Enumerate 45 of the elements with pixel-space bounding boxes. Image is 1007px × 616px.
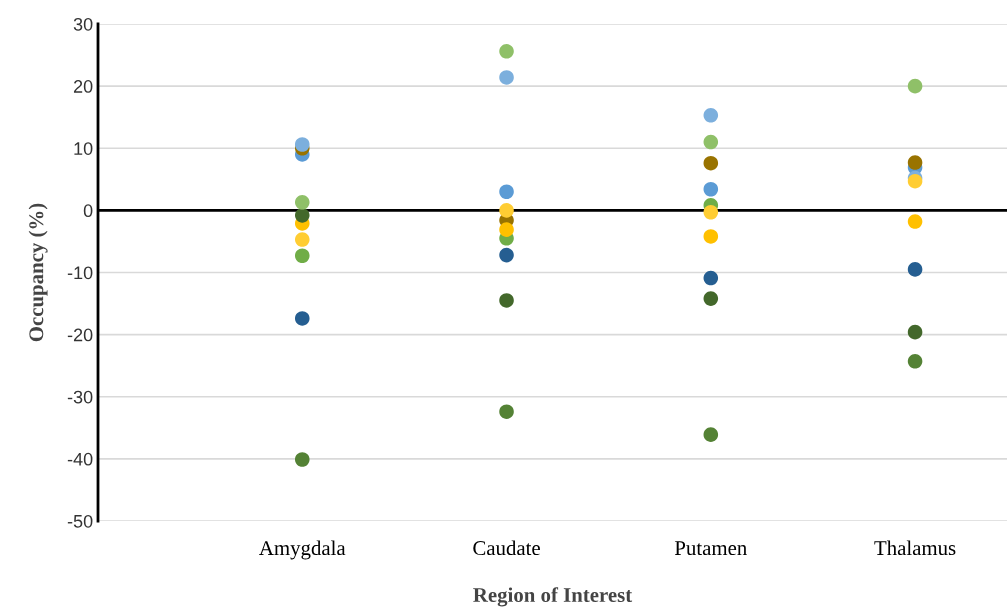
point bbox=[499, 404, 514, 419]
point bbox=[703, 229, 719, 244]
x-tick-label: Amygdala bbox=[259, 540, 346, 560]
point bbox=[703, 291, 719, 306]
y-tick-label: -40 bbox=[67, 452, 93, 466]
y-tick-label: 10 bbox=[74, 142, 93, 155]
point bbox=[294, 452, 310, 467]
point bbox=[703, 108, 719, 123]
point bbox=[907, 214, 923, 229]
point bbox=[703, 155, 719, 171]
point bbox=[907, 354, 923, 369]
point bbox=[703, 134, 719, 150]
point bbox=[499, 44, 514, 59]
point bbox=[294, 137, 310, 152]
point bbox=[294, 208, 310, 223]
point bbox=[499, 203, 514, 218]
point bbox=[499, 184, 514, 200]
point bbox=[499, 222, 514, 237]
y-tick-label: 30 bbox=[73, 17, 93, 31]
point bbox=[703, 204, 719, 220]
point bbox=[907, 324, 923, 340]
point bbox=[499, 70, 514, 85]
y-tick-label: -30 bbox=[67, 390, 93, 404]
point bbox=[499, 293, 514, 308]
point bbox=[907, 78, 923, 94]
point bbox=[294, 248, 310, 264]
point bbox=[294, 195, 310, 210]
x-tick-label: Putamen bbox=[674, 541, 747, 556]
point bbox=[907, 155, 923, 170]
point bbox=[703, 181, 719, 197]
point bbox=[703, 270, 719, 286]
y-tick-label: -50 bbox=[67, 514, 93, 528]
y-tick-label: -10 bbox=[67, 266, 93, 280]
y-axis-title: Occupancy (%) bbox=[28, 203, 48, 342]
y-tick-label: -20 bbox=[67, 328, 93, 342]
y-tick-label: 20 bbox=[73, 80, 93, 93]
x-axis-title: Region of Interest bbox=[473, 587, 633, 607]
x-tick-label: Thalamus bbox=[874, 540, 956, 556]
point bbox=[499, 247, 514, 263]
point bbox=[703, 427, 719, 442]
y-tick-label: 0 bbox=[83, 204, 93, 218]
point bbox=[294, 232, 310, 247]
x-tick-label: Caudate bbox=[473, 540, 540, 556]
point bbox=[294, 311, 310, 326]
point bbox=[907, 262, 923, 277]
